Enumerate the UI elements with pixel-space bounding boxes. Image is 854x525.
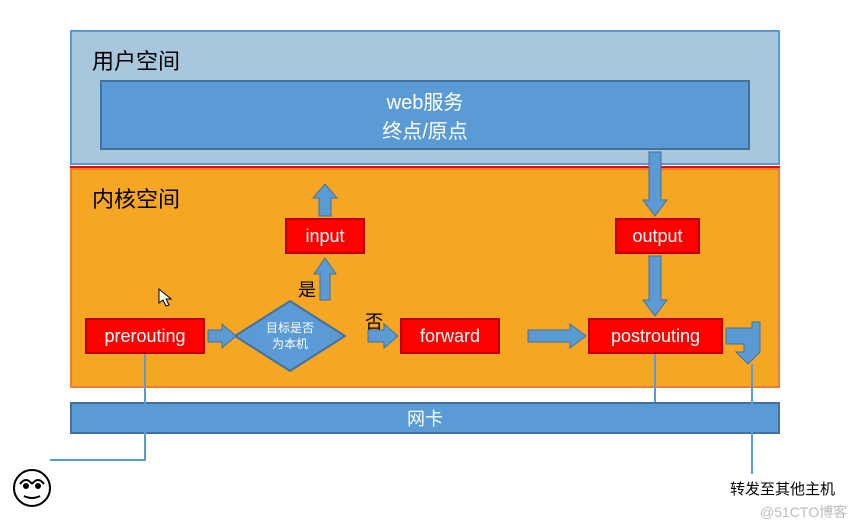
decision-diamond: 目标是否 为本机 [235, 301, 345, 371]
arrow-output-post [643, 256, 667, 316]
arrow-diamond-forward [368, 324, 398, 348]
arrow-pre-diamond [208, 324, 236, 348]
arrow-input-web [313, 184, 337, 216]
arrow-forward-post [528, 324, 586, 348]
svg-layer: 目标是否 为本机 [0, 0, 854, 525]
diamond-l2: 为本机 [272, 337, 308, 351]
arrow-post-out [726, 322, 760, 364]
face-icon [14, 470, 50, 506]
arrow-diamond-input [314, 258, 336, 300]
mouse-cursor-icon [158, 288, 174, 308]
arrow-web-output [643, 152, 667, 216]
diagram-stage: 用户空间 web服务 终点/原点 内核空间 input output prero… [0, 0, 854, 525]
diamond-l1: 目标是否 [266, 321, 314, 335]
line-nic-pre [50, 402, 145, 460]
